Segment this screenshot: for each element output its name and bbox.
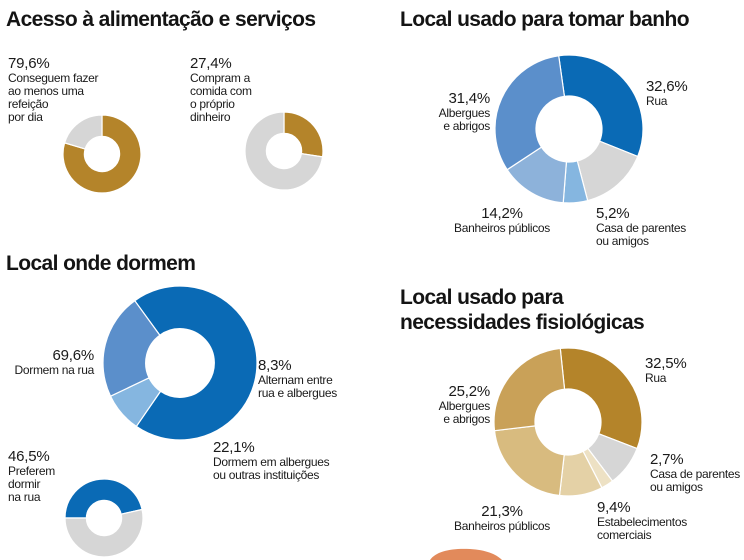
value-label: 25,2% <box>448 383 490 400</box>
value-label: 14,2% <box>481 205 523 222</box>
donut-refeicao <box>62 114 142 194</box>
label-refeicao: 79,6% Conseguem fazer ao menos uma refei… <box>8 55 99 124</box>
donut-dinheiro <box>244 111 324 191</box>
value-label: 5,2% <box>596 205 630 222</box>
donut-dormem <box>102 285 258 441</box>
slice-label: Banheiros públicos <box>454 519 550 533</box>
slice-label: Estabelecimentos comerciais <box>597 515 687 542</box>
donut-fisiologicas-slice-5 <box>493 347 566 432</box>
label-dormem-rua: 69,6% Dormem na rua <box>4 347 95 377</box>
slice-label: Dormem em albergues ou outras instituiçõ… <box>213 455 330 482</box>
donut-dinheiro-slice-0 <box>283 111 324 158</box>
donut-preferem-slice-0 <box>64 478 143 519</box>
slice-label: Casa de parentes ou amigos <box>650 467 740 494</box>
label-banho-casa: 5,2% Casa de parentes ou amigos <box>596 205 686 248</box>
value-label: 46,5% <box>8 448 50 465</box>
label-banho-albergues: 31,4% Albergues e abrigos <box>420 90 491 133</box>
label-fisio-albergues: 25,2% Albergues e abrigos <box>418 383 491 426</box>
slice-label: Compram a comida com o próprio dinheiro <box>190 71 252 124</box>
decorative-shape <box>430 548 502 560</box>
title-fisiologicas: Local usado para necessidades fisiológic… <box>400 286 645 334</box>
slice-label: Dormem na rua <box>14 363 95 377</box>
donut-banho <box>494 54 644 204</box>
label-banho-banheiros: 14,2% Banheiros públicos <box>446 205 558 235</box>
value-label: 2,7% <box>650 451 684 468</box>
donut-refeicao-slice-0 <box>62 114 142 194</box>
slice-label: Rua <box>645 371 667 385</box>
value-label: 22,1% <box>213 439 255 456</box>
value-label: 69,6% <box>52 347 94 364</box>
label-fisio-estabelecimentos: 9,4% Estabelecimentos comerciais <box>597 499 687 542</box>
donut-fisiologicas <box>493 347 643 497</box>
donut-dinheiro-slice-1 <box>244 111 324 191</box>
slice-label: Casa de parentes ou amigos <box>596 221 686 248</box>
donut-preferem-slice-1 <box>64 508 144 558</box>
title-banho: Local usado para tomar banho <box>400 8 690 31</box>
value-label: 32,6% <box>646 78 688 95</box>
donut-dormem-slice-2 <box>102 299 161 398</box>
slice-label: Alternam entre rua e albergues <box>258 373 337 400</box>
value-label: 79,6% <box>8 55 50 72</box>
slice-label: Banheiros públicos <box>454 221 550 235</box>
label-preferem: 46,5% Preferem dormir na rua <box>8 448 55 504</box>
donut-preferem <box>64 478 144 558</box>
label-fisio-rua: 32,5% Rua <box>645 355 687 385</box>
slice-label: Albergues e abrigos <box>438 399 491 426</box>
slice-label: Rua <box>646 94 668 108</box>
donut-banho-slice-0 <box>558 54 644 158</box>
donut-refeicao-slice-1 <box>63 114 103 150</box>
value-label: 27,4% <box>190 55 232 72</box>
donut-banho-slice-4 <box>494 55 566 171</box>
decorative-shape-path <box>430 548 502 560</box>
slice-label: Conseguem fazer ao menos uma refeição po… <box>8 71 99 124</box>
label-dinheiro: 27,4% Compram a comida com o próprio din… <box>190 55 252 124</box>
donut-dormem-slice-0 <box>133 285 258 441</box>
label-fisio-casa: 2,7% Casa de parentes ou amigos <box>650 451 740 494</box>
label-banho-rua: 32,6% Rua <box>646 78 688 108</box>
label-dormem-albergues: 22,1% Dormem em albergues ou outras inst… <box>213 439 330 482</box>
value-label: 31,4% <box>448 90 490 107</box>
slice-label: Preferem dormir na rua <box>8 464 55 504</box>
donut-fisiologicas-slice-0 <box>559 347 643 450</box>
donut-fisiologicas-slice-4 <box>493 425 565 497</box>
value-label: 32,5% <box>645 355 687 372</box>
slice-label: Albergues e abrigos <box>438 106 491 133</box>
label-fisio-banheiros: 21,3% Banheiros públicos <box>446 503 558 533</box>
value-label: 8,3% <box>258 357 292 374</box>
label-dormem-alternam: 8,3% Alternam entre rua e albergues <box>258 357 337 400</box>
title-dormem: Local onde dormem <box>6 252 196 275</box>
title-alimentacao: Acesso à alimentação e serviços <box>6 8 316 31</box>
value-label: 21,3% <box>481 503 523 520</box>
value-label: 9,4% <box>597 499 631 516</box>
